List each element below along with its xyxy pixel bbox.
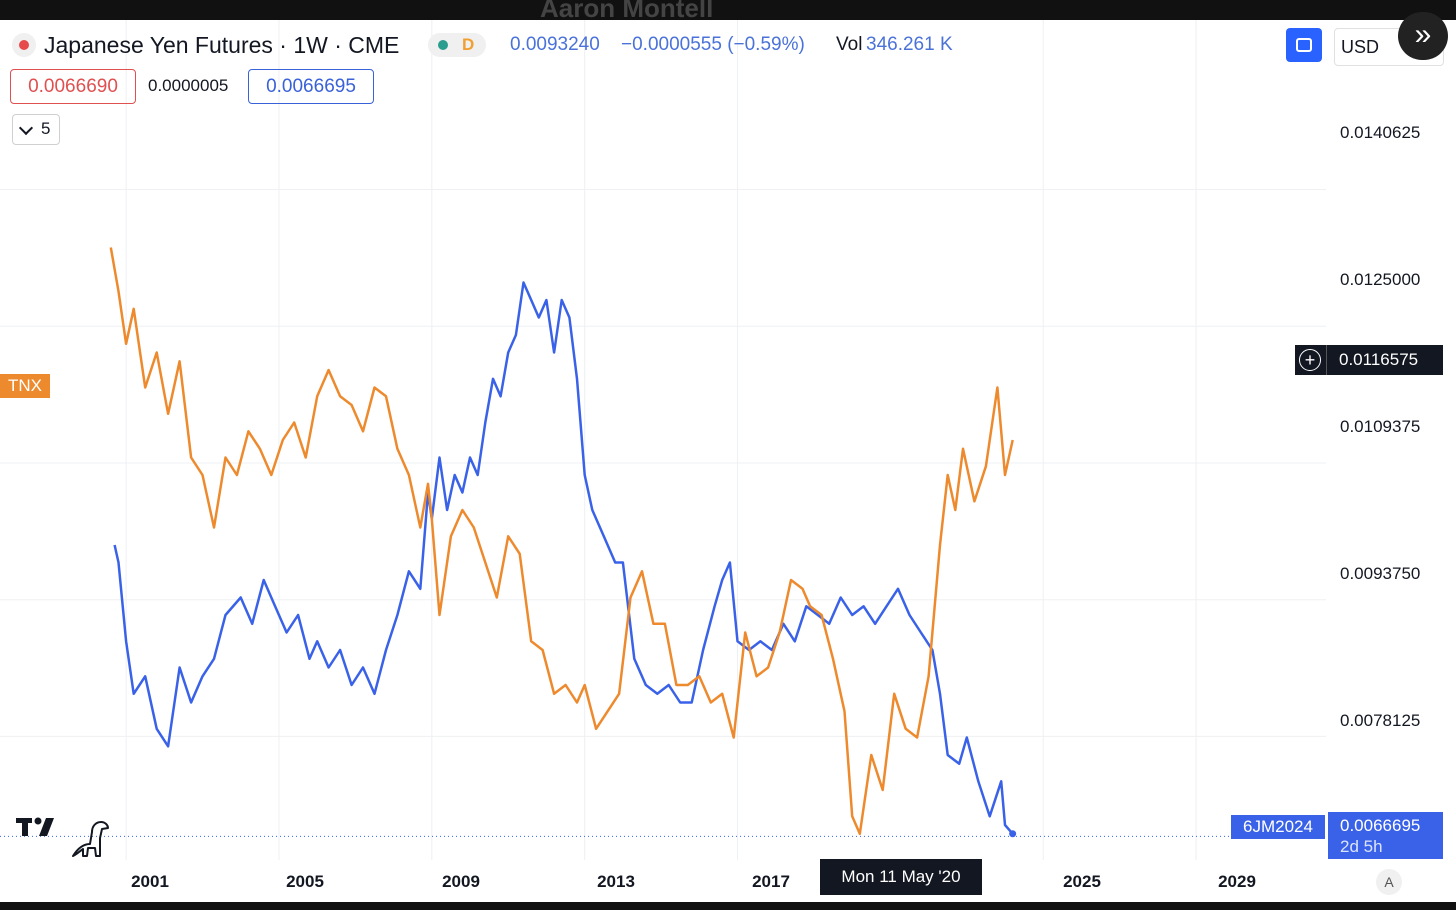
current-price-label: 0.0066695 2d 5h [1328, 812, 1443, 859]
x-tick-label: 2001 [131, 872, 169, 891]
x-tick-label: 2013 [597, 872, 635, 891]
current-price-line [0, 830, 1230, 838]
tradingview-logo-icon[interactable] [16, 814, 62, 840]
x-tick-label: 2029 [1218, 872, 1256, 891]
bar-countdown: 2d 5h [1340, 837, 1383, 856]
x-tick-label: 2017 [752, 872, 790, 891]
grid-lines [0, 20, 1326, 860]
y-tick-label: 0.0093750 [1340, 564, 1421, 583]
y-tick-label: 0.0109375 [1340, 417, 1421, 436]
double-chevron-right-icon: » [1414, 18, 1432, 51]
indicator-count: 5 [41, 119, 51, 138]
expand-panel-button[interactable]: » [1398, 12, 1448, 60]
watermark-text: Aaron Montell [540, 0, 714, 20]
sync-icon[interactable] [1286, 28, 1322, 62]
volume-value: 346.261 K [866, 34, 953, 55]
y-tick-label: 0.0140625 [1340, 123, 1421, 142]
y-tick-label: 0.0078125 [1340, 711, 1421, 730]
data-provider-label: D [462, 35, 475, 54]
symbol-status-dot [12, 33, 36, 57]
tnx-series-line [109, 247, 1014, 836]
last-price: 0.0093240 [510, 34, 600, 55]
x-tick-label: 2009 [442, 872, 480, 891]
green-dot-icon [438, 40, 448, 50]
currency-label: USD [1341, 37, 1380, 57]
last-value-dot [1009, 830, 1017, 838]
indicators-collapse-button[interactable]: 5 [12, 114, 60, 145]
tnx-series-label[interactable]: TNX [0, 374, 50, 398]
current-price-value: 0.0066695 [1340, 816, 1421, 835]
sell-price-button[interactable]: 0.0066690 [10, 69, 136, 104]
volume-label: Vol [836, 34, 863, 55]
x-tick-label: 2005 [286, 872, 324, 891]
symbol-title[interactable]: Japanese Yen Futures · 1W · CME [44, 32, 400, 58]
price-change: −0.0000555 (−0.59%) [621, 34, 805, 55]
spread-value: 0.0000005 [148, 76, 229, 95]
bottom-bar [0, 902, 1456, 910]
plus-circle-icon[interactable]: + [1299, 349, 1321, 371]
buy-price-button[interactable]: 0.0066695 [248, 69, 374, 104]
divider [1326, 345, 1327, 375]
crosshair-price-value: 0.0116575 [1339, 350, 1419, 369]
chevron-down-icon [18, 120, 34, 136]
dinosaur-icon[interactable] [70, 818, 112, 860]
crosshair-price-label[interactable]: + 0.0116575 [1295, 345, 1443, 375]
x-tick-label: 2025 [1063, 872, 1101, 891]
yen-futures-series-line [113, 281, 1014, 835]
top-bar: Aaron Montell [0, 0, 1456, 20]
auto-scale-button[interactable]: A [1376, 869, 1402, 895]
contract-label: 6JM2024 [1231, 815, 1325, 839]
series-lines [109, 247, 1014, 836]
market-status-pill[interactable]: D [428, 33, 486, 57]
y-tick-label: 0.0125000 [1340, 270, 1421, 289]
crosshair-date-label: Mon 11 May '20 [820, 859, 982, 895]
